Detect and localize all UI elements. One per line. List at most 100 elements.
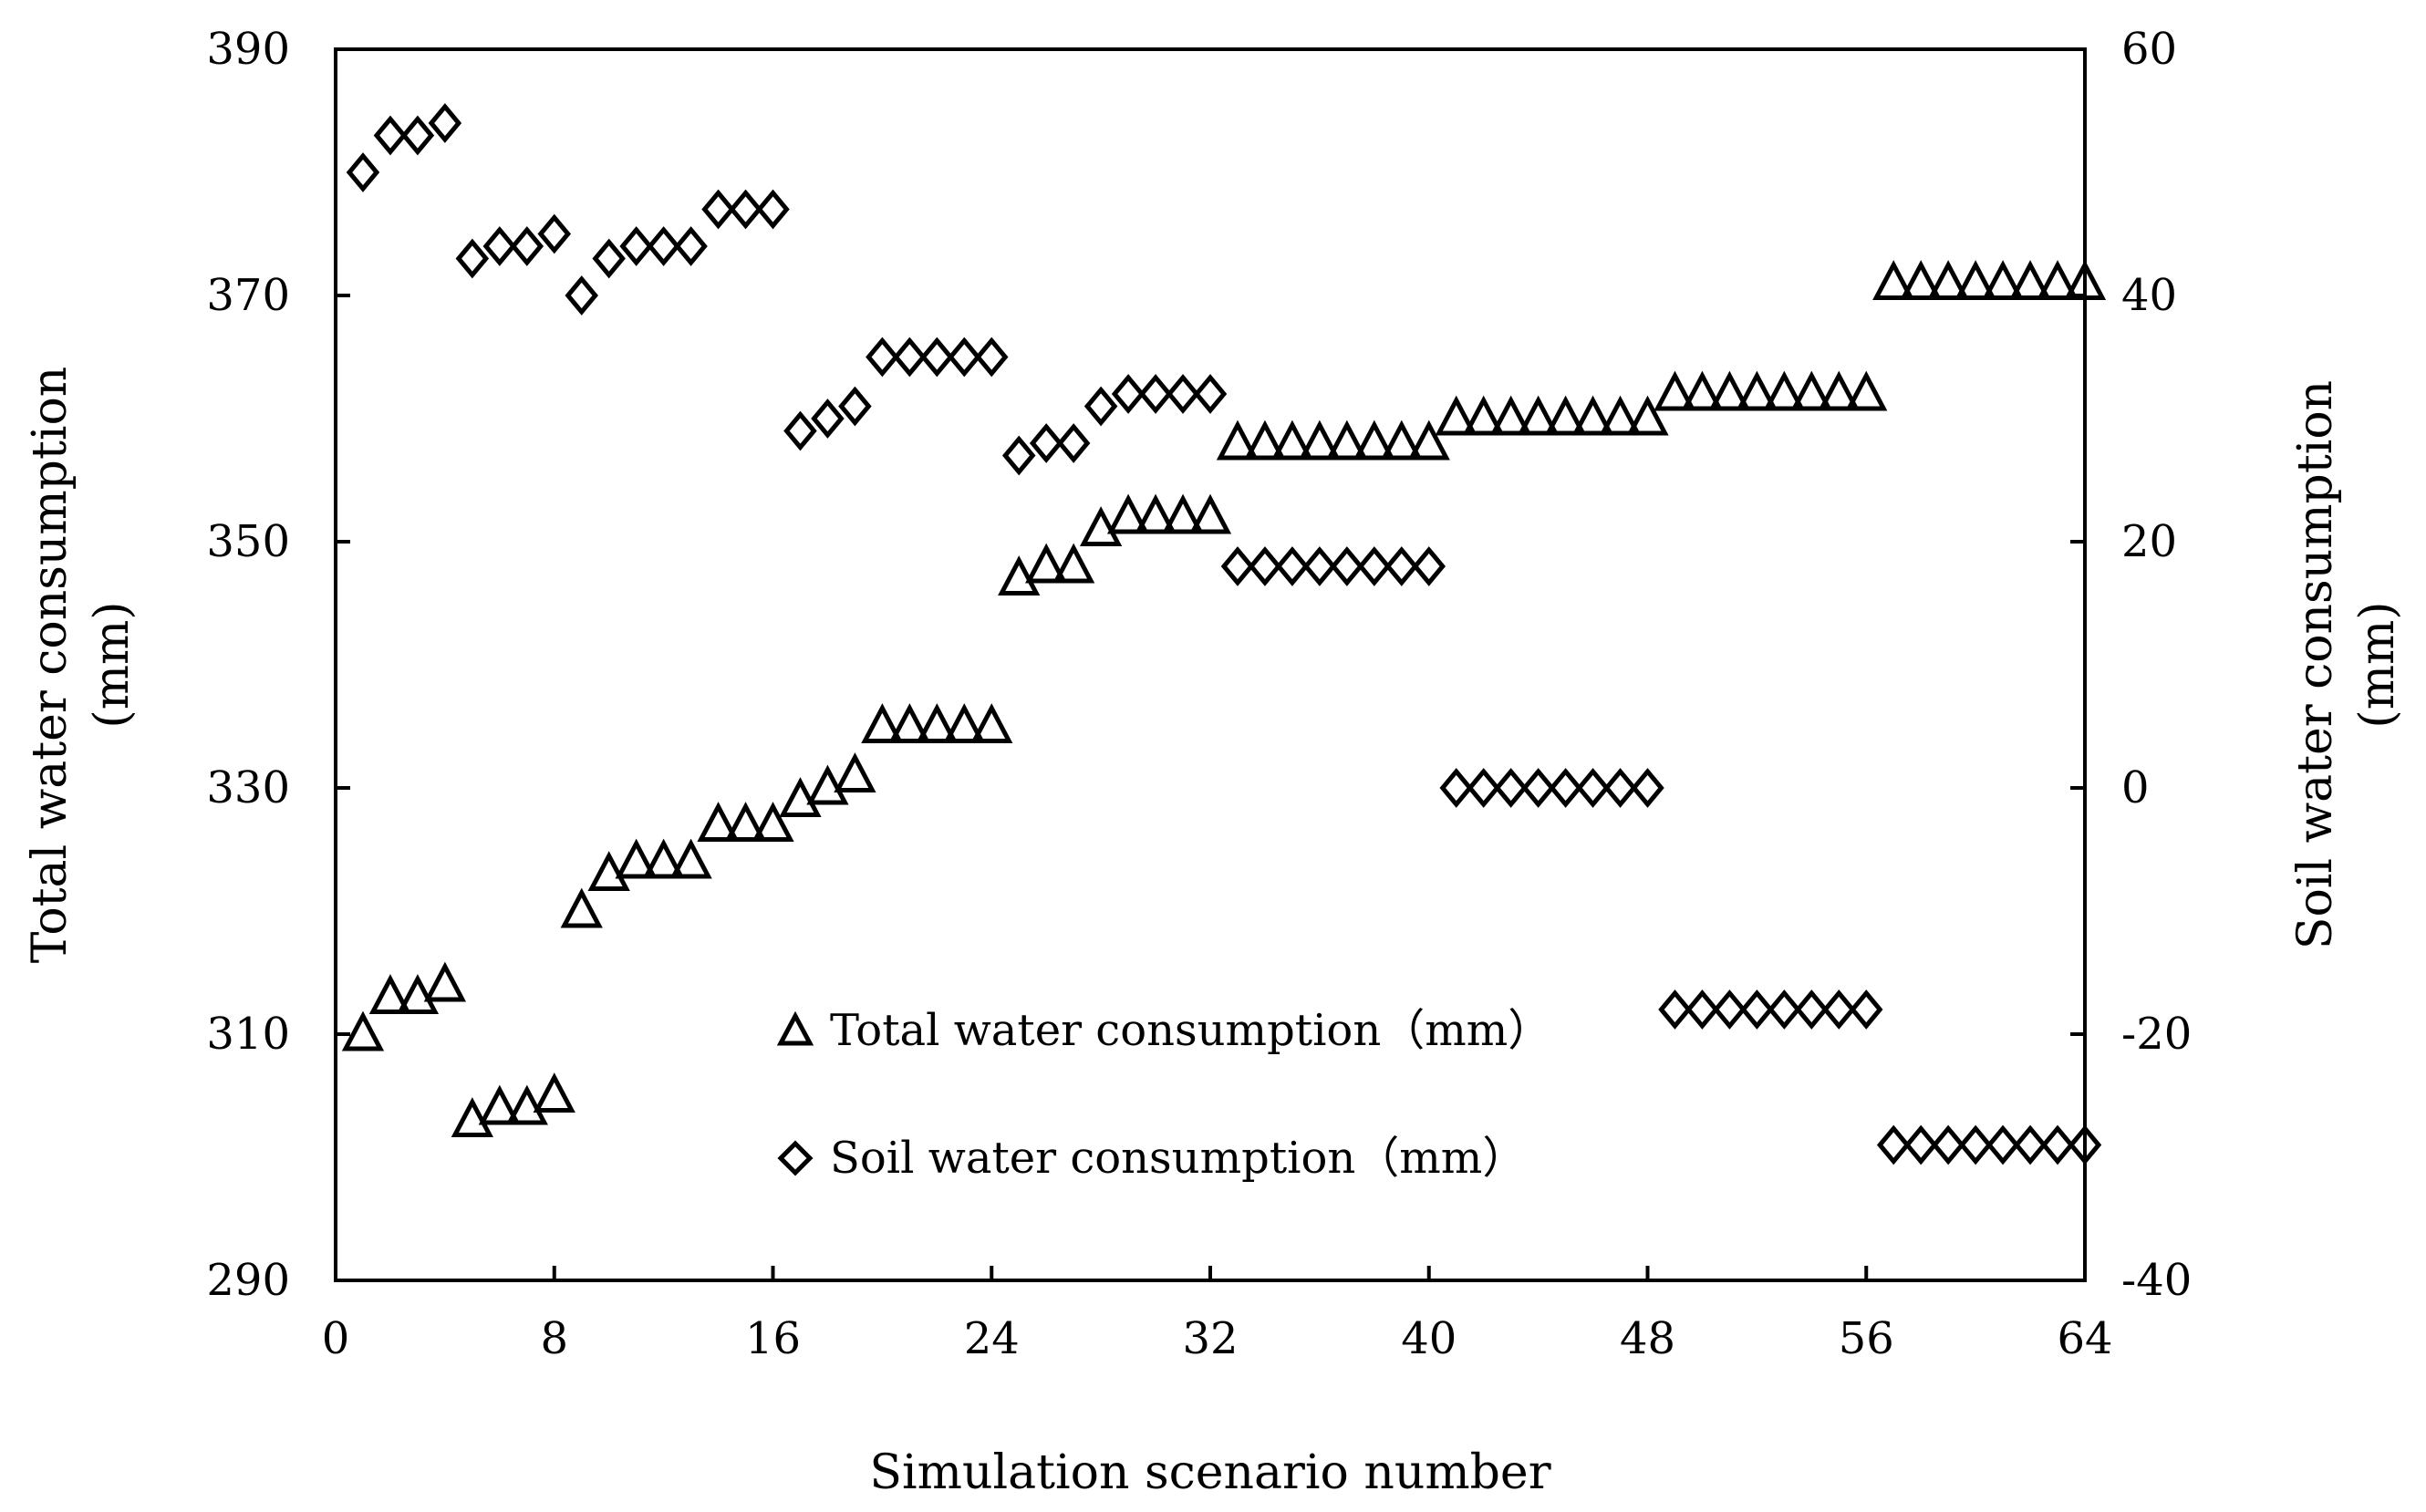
soil-water-point <box>1467 768 1500 808</box>
total-water-point <box>970 703 1013 743</box>
plot-frame <box>334 47 2087 1282</box>
right-y-tick-label: 0 <box>2121 762 2150 813</box>
soil-water-point <box>811 399 845 439</box>
soil-water-point <box>346 152 380 192</box>
left-y-axis-title-line2: (mm) <box>85 601 140 728</box>
soil-water-point <box>1029 423 1063 463</box>
soil-water-point <box>1193 374 1228 414</box>
total-water-point <box>806 764 849 805</box>
soil-water-point <box>373 115 408 156</box>
soil-water-point <box>1248 546 1282 586</box>
soil-water-point <box>1302 546 1337 586</box>
soil-water-point <box>920 337 954 378</box>
soil-water-point <box>1056 423 1091 463</box>
total-water-point <box>1134 493 1177 534</box>
soil-water-point <box>510 226 544 266</box>
total-water-point <box>888 703 931 743</box>
total-water-point <box>368 974 412 1014</box>
soil-water-point <box>866 337 899 378</box>
total-water-point <box>1025 543 1068 584</box>
total-water-point <box>1353 419 1395 461</box>
total-water-point <box>1763 370 1806 411</box>
soil-water-point <box>1740 989 1774 1030</box>
soil-water-point <box>1658 989 1692 1030</box>
soil-water-point <box>2013 1124 2048 1165</box>
left-y-axis-ticks: 290 310 330 350 370 390 <box>206 24 350 1306</box>
soil-water-point <box>838 386 872 427</box>
total-water-point <box>1571 395 1614 436</box>
right-y-tick-label: -40 <box>2121 1255 2192 1306</box>
total-water-point <box>533 1072 575 1113</box>
legend-triangle-marker <box>776 1010 814 1046</box>
total-water-point <box>1708 370 1751 411</box>
left-y-tick-label: 290 <box>206 1255 290 1306</box>
left-y-tick-label: 310 <box>206 1009 290 1060</box>
soil-water-point <box>482 226 517 266</box>
total-water-point <box>1818 370 1861 411</box>
left-y-tick-label: 370 <box>206 270 290 321</box>
soil-water-point <box>1631 768 1664 808</box>
total-water-point <box>1900 260 1943 300</box>
soil-water-point <box>537 213 572 254</box>
total-water-point <box>478 1084 521 1125</box>
soil-water-point <box>1138 374 1173 414</box>
left-y-axis-title-line1: Total water consumption <box>23 367 78 964</box>
total-water-point <box>1216 419 1260 461</box>
soil-water-point <box>1412 546 1446 586</box>
total-water-point <box>1927 260 1970 300</box>
soil-water-point <box>1330 546 1364 586</box>
total-water-point <box>669 838 712 879</box>
total-water-point <box>2063 260 2107 300</box>
soil-water-point <box>1713 989 1747 1030</box>
soil-water-point <box>1685 989 1719 1030</box>
total-water-point <box>2008 260 2052 300</box>
right-y-tick-label: 60 <box>2121 24 2177 75</box>
soil-water-point <box>1768 989 1801 1030</box>
total-water-point <box>1407 419 1450 461</box>
soil-water-point <box>1903 1124 1938 1165</box>
total-water-point <box>1681 370 1724 411</box>
total-water-point <box>1790 370 1833 411</box>
total-water-point <box>1517 395 1560 436</box>
total-water-point <box>779 777 822 817</box>
total-water-point <box>1270 419 1314 461</box>
total-water-point <box>998 555 1041 595</box>
x-tick-label: 48 <box>1620 1313 1675 1364</box>
total-water-point <box>396 974 440 1014</box>
data-points <box>341 103 2107 1165</box>
total-water-point <box>1106 493 1150 534</box>
total-water-point <box>1079 506 1123 546</box>
soil-water-point <box>1795 989 1829 1030</box>
soil-water-point <box>948 337 981 378</box>
soil-water-point <box>1220 546 1255 586</box>
total-water-point <box>943 703 986 743</box>
total-water-point <box>1544 395 1587 436</box>
total-water-point <box>642 838 685 879</box>
soil-water-point <box>1494 768 1528 808</box>
x-tick-label: 56 <box>1839 1313 1894 1364</box>
total-water-point <box>1845 370 1888 411</box>
soil-water-point <box>1576 768 1610 808</box>
soil-water-point <box>1958 1124 1993 1165</box>
soil-water-point <box>1111 374 1146 414</box>
total-water-point <box>1462 395 1505 436</box>
soil-water-point <box>1849 989 1883 1030</box>
total-water-point <box>916 703 959 743</box>
total-water-point <box>1654 370 1696 411</box>
total-water-point <box>1872 260 1915 300</box>
total-water-point <box>1188 493 1232 534</box>
total-water-point <box>587 851 630 891</box>
x-tick-label: 64 <box>2057 1313 2112 1364</box>
x-tick-label: 24 <box>964 1313 1020 1364</box>
total-water-point <box>615 838 658 879</box>
total-water-point <box>861 703 904 743</box>
total-water-point <box>1298 419 1342 461</box>
right-y-axis-title-line1: Soil water consumption <box>2288 380 2343 949</box>
legend-label-soil: Soil water consumption（mm） <box>830 1133 1526 1184</box>
left-y-tick-label: 330 <box>206 762 290 813</box>
soil-water-point <box>783 410 817 451</box>
total-water-point <box>1626 395 1669 436</box>
soil-water-point <box>1166 374 1200 414</box>
total-water-point <box>341 1010 385 1051</box>
